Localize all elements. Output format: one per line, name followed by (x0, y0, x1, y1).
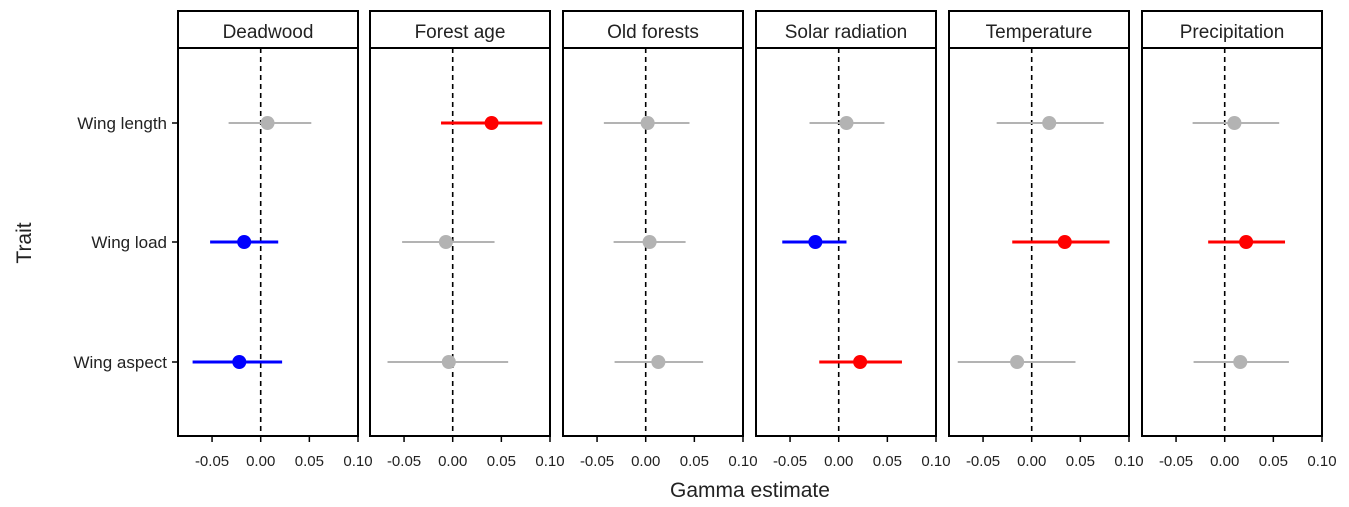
estimate-point (260, 116, 275, 130)
y-axis: Wing length Wing load Wing aspect (73, 114, 178, 372)
estimate-point (651, 355, 666, 369)
panel-deadwood: Deadwood -0.05 0.00 0.05 0.10 (177, 10, 373, 470)
y-tick-label: Wing aspect (73, 353, 167, 372)
x-tick-label: 0.00 (246, 453, 275, 470)
x-tick-label: 0.10 (1114, 453, 1143, 470)
panel-frame (948, 47, 1130, 437)
estimate-point (484, 116, 499, 130)
x-tick-label: -0.05 (1159, 453, 1193, 470)
panel-strip-label: Deadwood (223, 22, 314, 43)
panel-strip-label: Old forests (607, 22, 699, 43)
x-tick-label: 0.00 (1017, 453, 1046, 470)
x-tick-label: -0.05 (773, 453, 807, 470)
x-tick-label: 0.00 (631, 453, 660, 470)
estimate-point (640, 116, 655, 130)
estimate-point (1227, 116, 1242, 130)
x-tick-label: 0.05 (1259, 453, 1288, 470)
x-tick-label: 0.05 (1066, 453, 1095, 470)
panel-strip (562, 10, 744, 49)
x-tick-label: -0.05 (195, 453, 229, 470)
facet-panels: Deadwood -0.05 0.00 0.05 0.10 Forest age -0.05… (177, 10, 1337, 470)
x-tick-label: -0.05 (966, 453, 1000, 470)
x-tick-label: 0.10 (1307, 453, 1336, 470)
estimate-point (1042, 116, 1057, 130)
x-tick-label: 0.10 (728, 453, 757, 470)
x-tick-label: -0.05 (580, 453, 614, 470)
x-tick-label: 0.05 (487, 453, 516, 470)
estimate-point (237, 235, 252, 249)
x-tick-label: 0.10 (921, 453, 950, 470)
panel-strip (177, 10, 359, 49)
estimate-point (441, 355, 456, 369)
y-axis-title: Trait (13, 222, 36, 263)
estimate-point (808, 235, 823, 249)
x-tick-label: 0.00 (824, 453, 853, 470)
panel-frame (1141, 47, 1323, 437)
estimate-point (1010, 355, 1025, 369)
x-axis-title: Gamma estimate (670, 479, 830, 502)
x-tick-label: -0.05 (387, 453, 421, 470)
estimate-point (853, 355, 868, 369)
estimate-point (438, 235, 453, 249)
panel-forest-age: Forest age -0.05 0.00 0.05 0.10 (369, 10, 565, 470)
estimate-point (839, 116, 854, 130)
estimate-point (1057, 235, 1072, 249)
x-tick-label: 0.00 (438, 453, 467, 470)
x-tick-label: 0.05 (873, 453, 902, 470)
panel-temperature: Temperature -0.05 0.00 0.05 0.10 (948, 10, 1144, 470)
y-tick-label: Wing length (77, 114, 167, 133)
panel-strip-label: Temperature (986, 22, 1093, 43)
x-tick-label: 0.05 (295, 453, 324, 470)
x-tick-label: 0.05 (680, 453, 709, 470)
panel-strip (1141, 10, 1323, 49)
panel-strip-label: Precipitation (1180, 22, 1285, 43)
panel-old-forests: Old forests -0.05 0.00 0.05 0.10 (562, 10, 758, 470)
panel-precipitation: Precipitation -0.05 0.00 0.05 0.10 (1141, 10, 1337, 470)
x-tick-label: 0.10 (343, 453, 372, 470)
panel-strip-label: Solar radiation (785, 22, 908, 43)
panel-frame (369, 47, 551, 437)
x-tick-label: 0.00 (1210, 453, 1239, 470)
x-tick-label: 0.10 (535, 453, 564, 470)
panel-strip (755, 10, 937, 49)
y-tick-label: Wing load (91, 233, 167, 252)
panel-frame (755, 47, 937, 437)
panel-strip-label: Forest age (415, 22, 506, 43)
estimate-point (642, 235, 657, 249)
estimate-point (1233, 355, 1248, 369)
panel-solar-radiation: Solar radiation -0.05 0.00 0.05 0.10 (755, 10, 951, 470)
estimate-point (232, 355, 247, 369)
panel-frame (562, 47, 744, 437)
estimate-point (1239, 235, 1254, 249)
